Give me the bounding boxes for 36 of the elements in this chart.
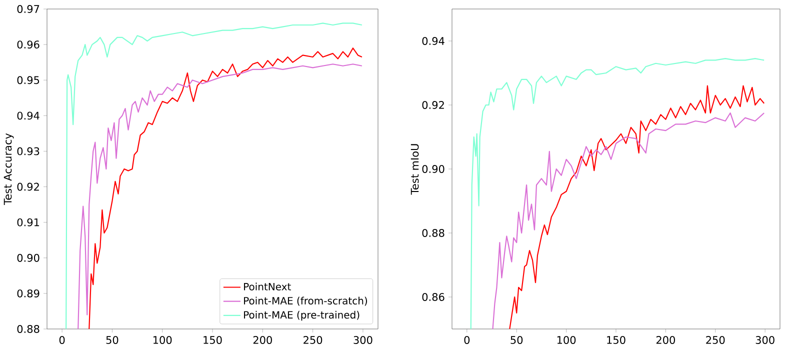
y-tick-label: 0.94 bbox=[17, 112, 40, 120]
line-series bbox=[509, 85, 765, 329]
x-tick-label: 150 bbox=[204, 336, 222, 344]
y-tick-label: 0.94 bbox=[422, 37, 444, 45]
y-axis-title: Test Accuracy bbox=[4, 133, 14, 205]
legend-label: Point-MAE (from-scratch) bbox=[244, 296, 367, 306]
x-tick-label: 250 bbox=[706, 336, 725, 344]
x-tick-label: 50 bbox=[106, 336, 118, 344]
y-tick-label: 0.88 bbox=[422, 229, 444, 237]
y-tick-label: 0.90 bbox=[422, 165, 444, 173]
y-tick-label: 0.86 bbox=[422, 293, 444, 301]
y-tick-label: 0.97 bbox=[17, 5, 40, 13]
y-tick-label: 0.93 bbox=[17, 147, 40, 156]
y-tick-label: 0.96 bbox=[17, 40, 40, 49]
x-tick-label: 200 bbox=[656, 336, 676, 344]
x-tick-label: 0 bbox=[59, 336, 65, 344]
legend-label: PointNext bbox=[244, 282, 291, 290]
y-tick-label: 0.95 bbox=[17, 76, 40, 84]
y-tick-label: 0.91 bbox=[17, 218, 40, 226]
x-tick-label: 250 bbox=[304, 336, 322, 344]
y-axis-title: Test mIoU bbox=[410, 144, 419, 195]
x-tick-label: 50 bbox=[510, 336, 523, 344]
x-tick-label: 0 bbox=[464, 336, 470, 344]
line-series bbox=[492, 112, 765, 329]
x-tick-label: 300 bbox=[756, 336, 774, 344]
x-tick-label: 100 bbox=[153, 336, 172, 344]
x-tick-label: 100 bbox=[557, 336, 576, 344]
y-tick-label: 0.89 bbox=[17, 289, 40, 298]
x-tick-label: 200 bbox=[253, 336, 272, 344]
legend-label: Point-MAE (pre-trained) bbox=[244, 310, 360, 321]
y-tick-label: 0.90 bbox=[17, 254, 40, 262]
x-tick-label: 150 bbox=[607, 336, 626, 344]
y-tick-label: 0.92 bbox=[17, 182, 39, 191]
y-tick-label: 0.88 bbox=[17, 325, 40, 333]
y-tick-label: 0.92 bbox=[422, 101, 444, 109]
x-tick-label: 300 bbox=[354, 336, 372, 344]
